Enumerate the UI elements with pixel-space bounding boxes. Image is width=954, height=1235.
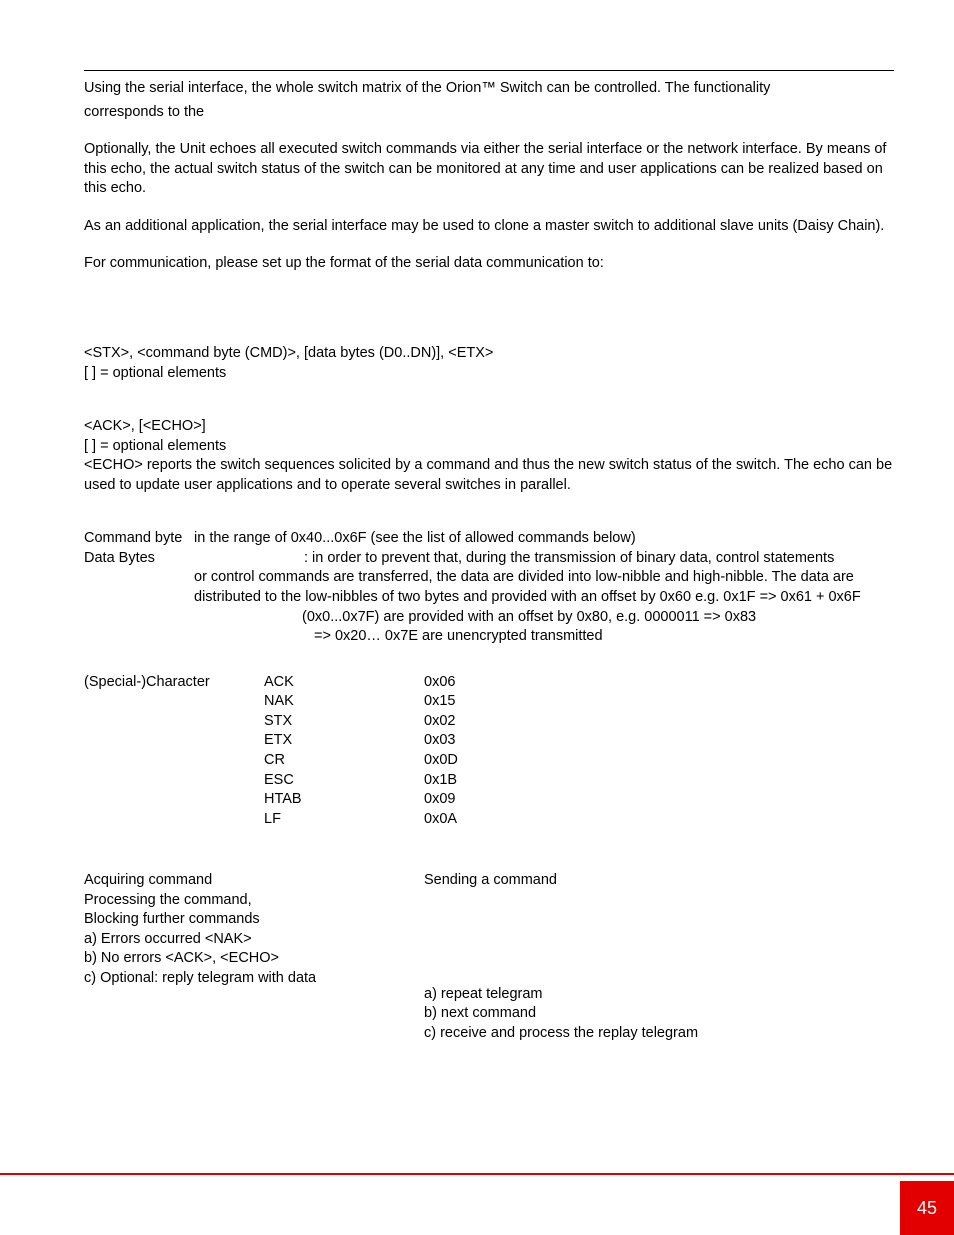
def-command-byte: Command byte in the range of 0x40...0x6F…	[84, 529, 894, 549]
def-data-bytes-body: : in order to prevent that, during the t…	[194, 549, 894, 569]
sequence-left-line: a) Errors occurred <NAK>	[84, 930, 424, 950]
special-char-heading	[84, 810, 264, 830]
sequence-left-col: Acquiring commandProcessing the command,…	[84, 871, 424, 1043]
special-char-name: ETX	[264, 731, 424, 751]
special-char-row: NAK0x15	[84, 692, 894, 712]
special-char-row: HTAB0x09	[84, 790, 894, 810]
special-char-heading	[84, 731, 264, 751]
def-data-bytes-label: Data Bytes	[84, 549, 194, 569]
rx-line-2: [ ] = optional elements	[84, 437, 894, 457]
page-number-badge: 45	[900, 1181, 954, 1235]
special-char-value: 0x02	[424, 712, 894, 732]
special-char-name: ESC	[264, 771, 424, 791]
special-char-name: LF	[264, 810, 424, 830]
special-char-row: STX0x02	[84, 712, 894, 732]
tx-line-2: [ ] = optional elements	[84, 364, 894, 384]
special-char-value: 0x09	[424, 790, 894, 810]
intro-paragraph-1-line2: corresponds to the	[84, 103, 894, 123]
special-char-name: NAK	[264, 692, 424, 712]
sequence-left-line: c) Optional: reply telegram with data	[84, 969, 424, 989]
intro-paragraph-1-line1: Using the serial interface, the whole sw…	[84, 79, 894, 99]
sequence-left-line: Processing the command,	[84, 891, 424, 911]
sequence-right-col: Sending a command a) repeat telegramb) n…	[424, 871, 894, 1043]
special-char-value: 0x15	[424, 692, 894, 712]
special-char-row: ETX0x03	[84, 731, 894, 751]
sequence-right-top: Sending a command	[424, 871, 894, 891]
bottom-horizontal-rule	[0, 1173, 954, 1175]
special-char-value: 0x0D	[424, 751, 894, 771]
special-char-heading: (Special-)Character	[84, 673, 264, 693]
sequence-left-line: Acquiring command	[84, 871, 424, 891]
sequence-right-line: b) next command	[424, 1004, 894, 1024]
sequence-left-line: b) No errors <ACK>, <ECHO>	[84, 949, 424, 969]
document-page: Using the serial interface, the whole sw…	[0, 0, 954, 1235]
sequence-right-line: c) receive and process the replay telegr…	[424, 1024, 894, 1044]
special-char-heading	[84, 692, 264, 712]
intro-paragraph-3: As an additional application, the serial…	[84, 217, 894, 237]
def-data-bytes: Data Bytes : in order to prevent that, d…	[84, 549, 894, 569]
rx-line-3: <ECHO> reports the switch sequences soli…	[84, 456, 894, 495]
special-char-value: 0x06	[424, 673, 894, 693]
special-char-row: LF0x0A	[84, 810, 894, 830]
rx-telegram-block: <ACK>, [<ECHO>] [ ] = optional elements …	[84, 417, 894, 495]
special-char-heading	[84, 712, 264, 732]
rx-line-1: <ACK>, [<ECHO>]	[84, 417, 894, 437]
special-char-name: ACK	[264, 673, 424, 693]
special-char-value: 0x0A	[424, 810, 894, 830]
special-characters-table: (Special-)CharacterACK0x06NAK0x15STX0x02…	[84, 673, 894, 830]
special-char-value: 0x03	[424, 731, 894, 751]
special-char-value: 0x1B	[424, 771, 894, 791]
top-horizontal-rule	[84, 70, 894, 71]
intro-paragraph-4: For communication, please set up the for…	[84, 254, 894, 274]
special-char-heading	[84, 771, 264, 791]
special-char-row: (Special-)CharacterACK0x06	[84, 673, 894, 693]
def-command-byte-label: Command byte	[84, 529, 194, 549]
def-ascii-line-1: (0x0...0x7F) are provided with an offset…	[84, 608, 894, 628]
tx-line-1: <STX>, <command byte (CMD)>, [data bytes…	[84, 344, 894, 364]
sequence-columns: Acquiring commandProcessing the command,…	[84, 871, 894, 1043]
sequence-right-line: a) repeat telegram	[424, 985, 894, 1005]
tx-telegram-block: <STX>, <command byte (CMD)>, [data bytes…	[84, 344, 894, 383]
def-data-bytes-lead: : in order to prevent that, during the t…	[304, 550, 834, 566]
definitions-block: Command byte in the range of 0x40...0x6F…	[84, 529, 894, 646]
special-char-heading	[84, 790, 264, 810]
sequence-right-list: a) repeat telegramb) next commandc) rece…	[424, 985, 894, 1044]
special-char-row: CR0x0D	[84, 751, 894, 771]
def-ascii-line-2: => 0x20… 0x7E are unencrypted transmitte…	[84, 627, 894, 647]
special-char-name: HTAB	[264, 790, 424, 810]
def-data-bytes-rest: or control commands are transferred, the…	[84, 568, 894, 607]
sequence-left-line: Blocking further commands	[84, 910, 424, 930]
special-char-name: CR	[264, 751, 424, 771]
special-char-row: ESC0x1B	[84, 771, 894, 791]
special-char-name: STX	[264, 712, 424, 732]
def-command-byte-body: in the range of 0x40...0x6F (see the lis…	[194, 529, 894, 549]
special-char-heading	[84, 751, 264, 771]
intro-paragraph-2: Optionally, the Unit echoes all executed…	[84, 140, 894, 199]
